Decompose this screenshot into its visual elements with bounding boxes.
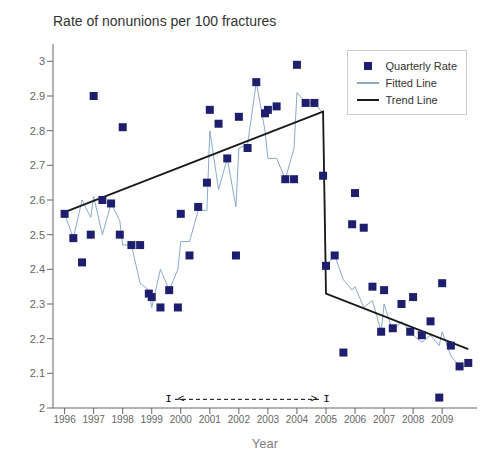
svg-text:I: I (323, 393, 330, 405)
svg-text:2005: 2005 (315, 414, 338, 425)
html-text:Quarterly Rate: Quarterly Rate (385, 59, 457, 72)
svg-text:1998: 1998 (112, 414, 135, 425)
svg-text:2000: 2000 (170, 414, 193, 425)
svg-text:1999: 1999 (141, 414, 164, 425)
svg-text:2003: 2003 (257, 414, 280, 425)
svg-text:2006: 2006 (344, 414, 367, 425)
svg-text:2008: 2008 (402, 414, 425, 425)
svg-text:2.2: 2.2 (30, 333, 45, 345)
svg-text:2.4: 2.4 (30, 263, 45, 275)
svg-text:1996: 1996 (53, 414, 76, 425)
html-text:Rate of nonunions per 100 frac: Rate of nonunions per 100 fractures (53, 13, 277, 29)
svg-text:<: < (178, 393, 185, 405)
svg-text:2001: 2001 (199, 414, 222, 425)
svg-text:2007: 2007 (373, 414, 396, 425)
svg-text:2.3: 2.3 (30, 298, 45, 310)
svg-text:3: 3 (39, 55, 45, 67)
svg-text:2.5: 2.5 (30, 229, 45, 241)
svg-text:2: 2 (39, 402, 45, 414)
svg-text:2004: 2004 (286, 414, 309, 425)
svg-text:2.8: 2.8 (30, 125, 45, 137)
svg-text:2.1: 2.1 (30, 367, 45, 379)
html-text:Fitted Line: Fitted Line (385, 76, 437, 89)
svg-text:2.7: 2.7 (30, 159, 45, 171)
svg-text:Year: Year (252, 436, 279, 451)
svg-text:2002: 2002 (228, 414, 251, 425)
html-text:Trend Line: Trend Line (385, 93, 438, 106)
svg-text:I: I (165, 393, 172, 405)
svg-text:>: > (311, 393, 318, 405)
svg-text:1997: 1997 (83, 414, 106, 425)
svg-text:2009: 2009 (431, 414, 454, 425)
svg-text:2.9: 2.9 (30, 90, 45, 102)
svg-text:2.6: 2.6 (30, 194, 45, 206)
